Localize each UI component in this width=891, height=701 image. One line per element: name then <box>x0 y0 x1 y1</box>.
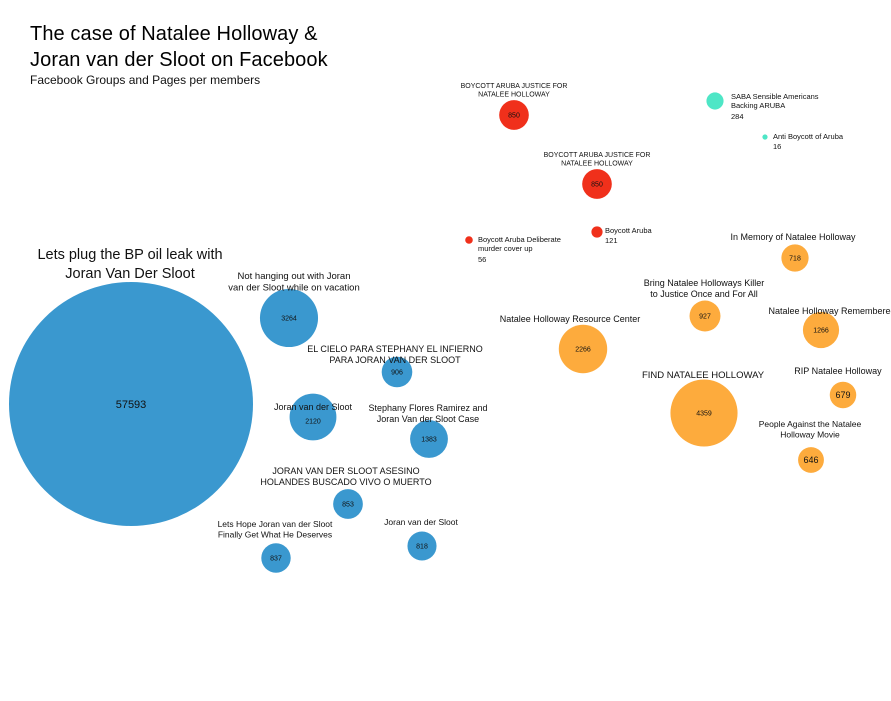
bubble-red-4-label-line-2: murder cover up <box>478 244 533 253</box>
bubble-blue-3-value: 906 <box>391 369 403 376</box>
bubble-red-1-label-line-2: NATALEE HOLLOWAY <box>478 92 550 99</box>
bubble-orange-2 <box>689 300 721 332</box>
bubble-orange-3 <box>802 311 840 349</box>
bubble-blue-3-label-line-2: PARA JORAN VAN DER SLOOT <box>329 355 461 365</box>
bubble-blue-5-label-line-2: Joran Van der Sloot Case <box>377 414 479 424</box>
bubble-teal-2-label-line-1: Anti Boycott of Aruba <box>773 132 844 141</box>
bubble-orange-5 <box>670 379 738 447</box>
bubble-orange-6 <box>829 381 857 409</box>
bubble-blue-8-label-line-1: Joran van der Sloot <box>384 517 458 527</box>
bubble-blue-7-label-line-2: Finally Get What He Deserves <box>218 529 332 539</box>
bubble-blue-8-value: 818 <box>416 543 428 550</box>
bubble-orange-7 <box>798 447 824 473</box>
bubble-red-3-value: 121 <box>605 236 618 245</box>
bubble-orange-2-value: 927 <box>699 313 711 320</box>
bubble-blue-7-label-line-1: Lets Hope Joran van der Sloot <box>218 519 333 529</box>
bubble-red-4-value: 56 <box>478 255 486 264</box>
bubble-blue-1-value: 57593 <box>116 399 147 411</box>
bubble-orange-5-label-line-1: FIND NATALEE HOLLOWAY <box>642 370 765 381</box>
bubble-blue-1 <box>9 282 253 526</box>
bubble-teal-1-label-line-2: Backing ARUBA <box>731 101 785 110</box>
orange-bubble-group: 718 In Memory of Natalee Holloway 927 Bring… <box>500 232 891 473</box>
bubble-teal-2-value: 16 <box>773 142 781 151</box>
bubble-blue-7 <box>261 543 291 573</box>
bubble-orange-4-value: 2266 <box>575 346 591 353</box>
bubble-blue-8 <box>407 531 437 561</box>
bubble-blue-6-label-line-2: HOLANDES BUSCADO VIVO O MUERTO <box>260 477 431 487</box>
bubble-orange-7-label-line-1: People Against the Natalee <box>759 419 862 429</box>
bubble-red-4 <box>465 236 473 244</box>
bubble-blue-2 <box>259 288 319 348</box>
bubble-red-2 <box>582 169 612 199</box>
bubble-blue-2-value: 3264 <box>281 315 297 322</box>
bubble-orange-7-value: 646 <box>803 455 818 465</box>
bubble-blue-1-label-line-1: Lets plug the BP oil leak with <box>37 247 222 263</box>
bubble-orange-1-label-line-1: In Memory of Natalee Holloway <box>730 232 856 242</box>
bubble-orange-3-value: 1266 <box>813 327 829 334</box>
chart-subtitle: Facebook Groups and Pages per members <box>30 73 261 87</box>
bubble-blue-1-label-line-2: Joran Van Der Sloot <box>65 266 195 282</box>
bubble-blue-6-label-line-1: JORAN VAN DER SLOOT ASESINO <box>272 466 419 476</box>
blue-bubble-group: 57593 Lets plug the BP oil leak with Joran… <box>9 247 488 573</box>
chart-title: The case of Natalee Holloway & Joran van… <box>30 21 328 73</box>
bubble-orange-6-label-line-1: RIP Natalee Holloway <box>794 366 882 376</box>
bubble-blue-7-value: 837 <box>270 555 282 562</box>
bubble-blue-2-label-line-2: van der Sloot while on vacation <box>228 283 360 294</box>
bubble-red-3-label-line-1: Boycott Aruba <box>605 226 653 235</box>
bubble-teal-1-value: 284 <box>731 112 744 121</box>
bubble-teal-1-label-line-1: SABA Sensible Americans <box>731 92 819 101</box>
bubble-orange-1-value: 718 <box>789 255 801 262</box>
bubble-blue-5 <box>410 420 448 458</box>
bubble-blue-5-value: 1383 <box>421 436 437 443</box>
bubble-red-1-label-line-1: BOYCOTT ARUBA JUSTICE FOR <box>461 83 568 90</box>
bubble-blue-2-label-line-1: Not hanging out with Joran <box>237 271 350 282</box>
bubble-orange-1 <box>781 244 809 272</box>
bubble-blue-4 <box>289 393 337 441</box>
bubble-red-1-value: 850 <box>508 112 520 119</box>
chart-title-line-1: The case of Natalee Holloway & <box>30 23 318 45</box>
bubble-orange-5-value: 4359 <box>696 410 712 417</box>
red-bubble-group: 850 BOYCOTT ARUBA JUSTICE FOR NATALEE HOLL… <box>461 83 653 264</box>
bubble-blue-6-value: 853 <box>342 501 354 508</box>
bubble-blue-6 <box>333 489 363 519</box>
bubble-red-2-label-line-2: NATALEE HOLLOWAY <box>561 161 633 168</box>
bubble-orange-2-label-line-2: to Justice Once and For All <box>650 289 758 299</box>
bubble-blue-4-value: 2120 <box>305 418 321 425</box>
bubble-blue-4-label-line-1: Joran van der Sloot <box>274 402 353 412</box>
bubble-red-2-value: 850 <box>591 181 603 188</box>
bubble-red-3 <box>591 226 603 238</box>
bubble-blue-3-label-line-1: EL CIELO PARA STEPHANY EL INFIERNO <box>307 344 483 354</box>
bubble-teal-1 <box>706 92 724 110</box>
bubble-orange-4 <box>558 324 608 374</box>
bubble-orange-7-label-line-2: Holloway Movie <box>780 429 840 439</box>
bubble-teal-2 <box>762 134 768 140</box>
bubble-blue-5-label-line-1: Stephany Flores Ramirez and <box>368 403 487 413</box>
bubble-red-1 <box>499 100 529 130</box>
bubble-red-4-label-line-1: Boycott Aruba Deliberate <box>478 235 561 244</box>
chart-title-line-2: Joran van der Sloot on Facebook <box>30 49 328 71</box>
bubble-blue-3 <box>381 356 413 388</box>
bubble-orange-6-value: 679 <box>835 390 850 400</box>
bubble-red-2-label-line-1: BOYCOTT ARUBA JUSTICE FOR <box>544 152 651 159</box>
bubble-orange-3-label-line-1: Natalee Holloway Remembered <box>768 306 891 316</box>
bubble-orange-2-label-line-1: Bring Natalee Holloways Killer <box>644 278 765 288</box>
bubble-orange-4-label-line-1: Natalee Holloway Resource Center <box>500 314 641 324</box>
